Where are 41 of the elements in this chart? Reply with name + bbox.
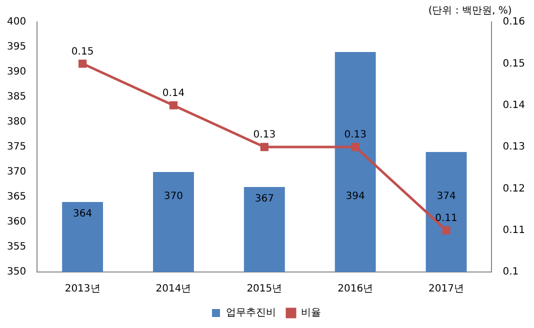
y-tick-label: 350: [6, 266, 26, 278]
y-tick-label: 370: [6, 166, 26, 178]
y2-tick-label: 0.13: [502, 142, 525, 153]
data-label: 367: [254, 194, 274, 205]
y-tick-label: 375: [6, 142, 26, 153]
text: (단위 : 백만원, %): [428, 6, 512, 17]
x-tick-label: 2017년: [428, 284, 464, 295]
point: [78, 60, 87, 68]
legend-label: 비율: [301, 308, 321, 319]
data-label: 0.13: [344, 130, 366, 141]
legend-label: 업무추진비: [226, 308, 276, 319]
y-tick-label: 400: [6, 16, 26, 28]
point: [442, 226, 450, 234]
data-label: 370: [164, 190, 184, 202]
y-tick-label: 365: [6, 192, 26, 203]
y-tick-label: 355: [6, 242, 26, 253]
x-tick-label: 2016년: [338, 284, 374, 295]
y-tick-label: 385: [6, 92, 26, 103]
point: [351, 142, 360, 152]
y2-tick-label: 0.11: [502, 224, 525, 236]
y-tick-label: 360: [6, 216, 26, 228]
y-tick-label: 390: [6, 66, 26, 78]
x-tick-label: 2015년: [246, 284, 282, 295]
y2-tick-label: 0.14: [502, 100, 525, 111]
y2-tick-label: 0.15: [502, 58, 525, 70]
y2-tick-label: 0.16: [502, 16, 525, 28]
point: [169, 101, 178, 110]
y2-tick-label: 0.12: [502, 183, 525, 194]
data-label: 374: [436, 190, 456, 202]
y-tick-label: 380: [6, 116, 26, 128]
data-label: 394: [346, 190, 365, 202]
point: [260, 142, 268, 152]
y-tick-label: 395: [6, 42, 26, 53]
data-label: 0.14: [162, 88, 185, 99]
data-label: 0.15: [71, 46, 94, 58]
x-tick-label: 2014년: [156, 284, 192, 295]
data-label: 0.13: [253, 130, 276, 141]
data-label: 0.11: [435, 212, 458, 224]
y2-tick-label: 0.1: [502, 266, 519, 278]
data-label: 364: [73, 208, 92, 220]
x-tick-label: 2013년: [64, 284, 100, 295]
